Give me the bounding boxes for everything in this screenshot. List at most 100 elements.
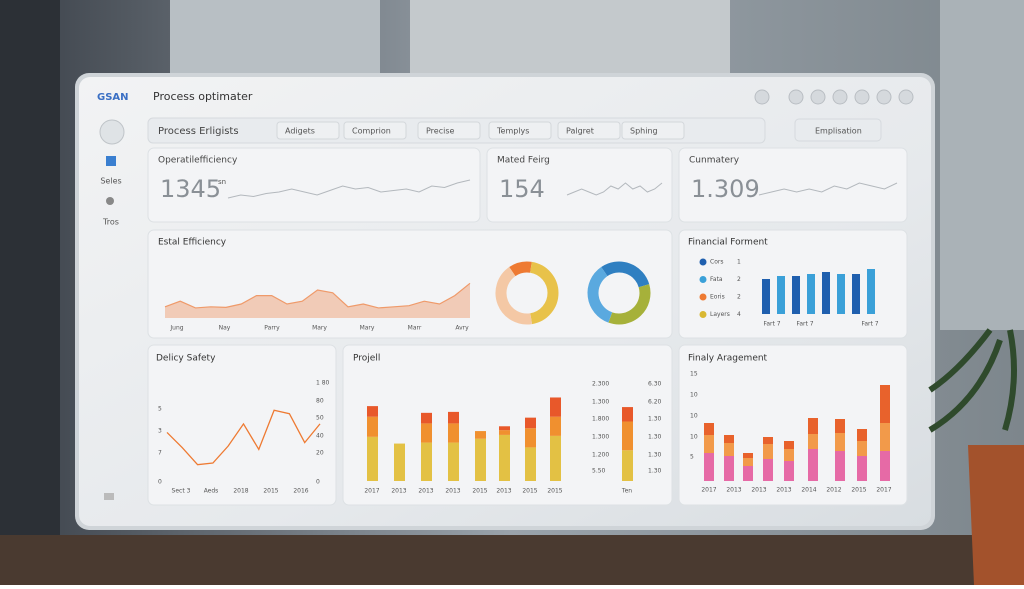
legend-name: Fata xyxy=(710,276,723,283)
line xyxy=(166,409,321,466)
tab-label: Precise xyxy=(426,127,455,136)
bar-segment xyxy=(525,417,536,429)
x-tick-label: 2013 xyxy=(496,488,511,495)
bar-segment xyxy=(857,441,867,456)
header-icon[interactable] xyxy=(754,89,770,105)
tab[interactable] xyxy=(488,121,552,140)
panel xyxy=(678,147,908,223)
bar-segment xyxy=(448,411,459,424)
bar-segment xyxy=(550,397,561,417)
bar-segment xyxy=(448,442,459,481)
tab[interactable] xyxy=(621,121,685,140)
window xyxy=(410,0,730,75)
bar-segment xyxy=(784,441,794,449)
bar-segment xyxy=(808,434,818,449)
x-tick-label: 2013 xyxy=(751,487,766,494)
donut-segment xyxy=(587,267,613,323)
panel-title: Financial Forment xyxy=(688,238,768,248)
x-tick-label: Fart 7 xyxy=(861,321,878,328)
x-tick-label: 2014 xyxy=(801,487,816,494)
sidebar-grid[interactable] xyxy=(106,156,116,166)
header-icon[interactable] xyxy=(854,89,870,105)
y-tick-label: 10 xyxy=(690,413,698,420)
bar-segment xyxy=(704,423,714,435)
bar-segment xyxy=(857,456,867,481)
header-icon[interactable] xyxy=(832,89,848,105)
bar xyxy=(762,279,770,314)
x-tick-label: 2017 xyxy=(876,487,891,494)
bar-segment xyxy=(704,435,714,453)
bar-segment xyxy=(743,458,753,466)
desk xyxy=(0,535,1024,585)
tab[interactable] xyxy=(557,121,621,140)
tab-label: Palgret xyxy=(566,127,594,136)
sidebar-gear[interactable] xyxy=(106,197,114,205)
y-tick-label: 10 xyxy=(690,392,698,399)
header-icon[interactable] xyxy=(876,89,892,105)
bar xyxy=(807,274,815,314)
y-tick-label: 15 xyxy=(690,371,698,378)
x-tick-label: Marr xyxy=(408,325,422,332)
y-tick-label: 0 xyxy=(316,479,320,486)
x-tick-label: Mary xyxy=(360,325,375,332)
bar-segment xyxy=(724,443,734,456)
sparkline xyxy=(227,179,471,199)
bar xyxy=(822,272,830,314)
bar-segment xyxy=(525,447,536,481)
legend-value: 2 xyxy=(737,276,741,283)
bar-segment xyxy=(743,466,753,481)
bar-segment xyxy=(808,449,818,481)
pot xyxy=(968,445,1024,585)
x-tick-label: 2017 xyxy=(364,488,379,495)
bar-segment xyxy=(763,444,773,459)
bar-segment xyxy=(784,461,794,481)
sidebar-bottom[interactable] xyxy=(104,493,114,500)
tab[interactable] xyxy=(343,121,407,140)
header-icon[interactable] xyxy=(788,89,804,105)
kpi-value: 1.309 xyxy=(691,175,760,203)
y-tick-label: 2.300 xyxy=(592,381,609,388)
bar-segment xyxy=(550,416,561,436)
y-tick-label: 1.300 xyxy=(592,434,609,441)
x-tick-label: 2013 xyxy=(391,488,406,495)
x-tick-label: Jung xyxy=(169,325,183,332)
x-tick-label: 2015 xyxy=(851,487,866,494)
tab[interactable] xyxy=(417,121,481,140)
y-tick-label: 1 80 xyxy=(316,380,330,387)
bar-segment xyxy=(880,385,890,423)
bar-segment xyxy=(475,438,486,481)
sidebar-icon[interactable] xyxy=(99,119,125,145)
y-tick-label: 10 xyxy=(690,434,698,441)
kpi-unit: sn xyxy=(218,178,226,186)
legend-name: Eoris xyxy=(710,294,725,301)
legend-dot xyxy=(699,276,707,283)
toolbar-right[interactable] xyxy=(794,118,882,142)
panel xyxy=(147,147,481,223)
y-tick-label: 1.30 xyxy=(648,416,662,423)
bar-segment xyxy=(835,433,845,451)
y-tick-label: 80 xyxy=(316,398,324,405)
header-icon[interactable] xyxy=(898,89,914,105)
x-tick-label: 2015 xyxy=(263,488,278,495)
bar-segment xyxy=(784,449,794,461)
bar-segment xyxy=(367,406,378,417)
x-tick-label: 2015 xyxy=(522,488,537,495)
x-tick-label: 2016 xyxy=(293,488,308,495)
legend-dot xyxy=(699,293,707,301)
y-tick-label: 1.300 xyxy=(592,399,609,406)
x-tick-label: Ten xyxy=(621,488,632,495)
x-tick-label: 2013 xyxy=(726,487,741,494)
x-tick-label: Mary xyxy=(312,325,327,332)
x-tick-label: 2015 xyxy=(547,488,562,495)
bar-segment xyxy=(421,412,432,424)
y-tick-label: 1.30 xyxy=(648,452,662,459)
header-icon[interactable] xyxy=(810,89,826,105)
bar-segment xyxy=(367,436,378,481)
sidebar-item: Tros xyxy=(102,218,119,227)
tab[interactable] xyxy=(276,121,340,140)
y-tick-label: 5 xyxy=(690,454,694,461)
legend-value: 4 xyxy=(737,311,741,318)
panel-title: Projell xyxy=(353,354,380,364)
bar-segment xyxy=(525,428,536,448)
